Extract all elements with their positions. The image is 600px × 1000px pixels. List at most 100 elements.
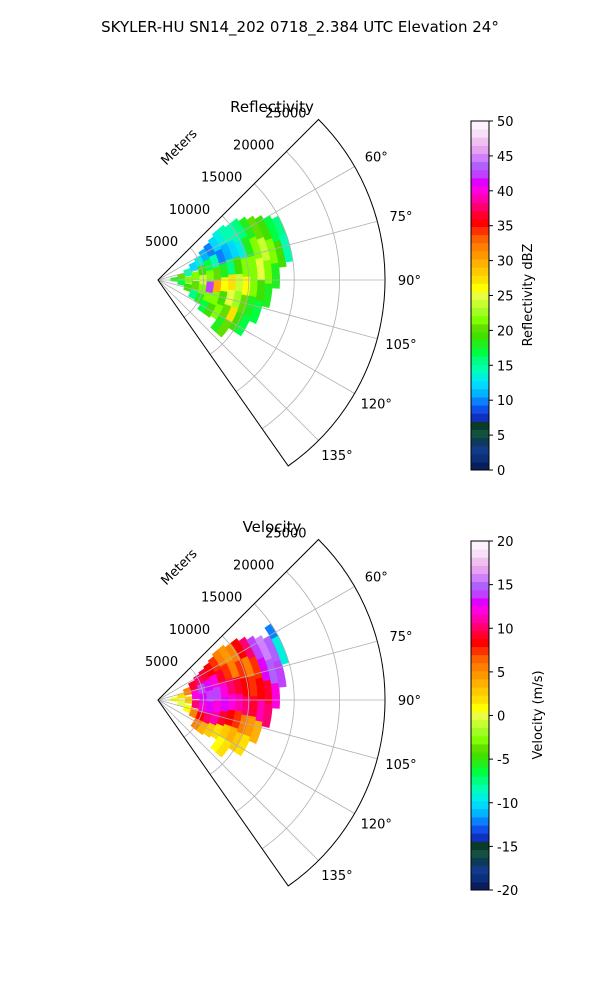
colorbar-swatch <box>471 202 489 211</box>
colorbar-tick-label: 35 <box>497 220 514 235</box>
range-ring <box>261 571 340 850</box>
polar-frame <box>157 118 386 467</box>
azimuth-tick-label: 120° <box>361 818 392 833</box>
colorbar-swatch <box>471 194 489 203</box>
colorbar-swatch <box>471 348 489 357</box>
colorbar-swatch <box>471 752 489 761</box>
radial-tick-label: 25000 <box>265 526 306 541</box>
colorbar-swatch <box>471 429 489 439</box>
colorbar-swatch <box>471 849 489 859</box>
data-cell <box>234 273 244 293</box>
azimuth-tick-label: 105° <box>385 758 416 773</box>
colorbar-swatch <box>471 421 489 430</box>
radial-tick-label: 10000 <box>169 623 210 638</box>
colorbar-swatch <box>471 654 489 664</box>
colorbar-tick-label: -20 <box>497 884 518 899</box>
range-ring <box>209 635 250 775</box>
colorbar-swatch <box>471 857 489 867</box>
colorbar-swatch <box>471 825 489 834</box>
colorbar-swatch <box>471 218 489 228</box>
azimuth-tick-label: 60° <box>365 570 388 585</box>
data-cell <box>191 699 201 710</box>
azimuth-spoke <box>157 699 378 760</box>
colorbar-swatch <box>471 169 489 179</box>
radial-tick-label: 20000 <box>233 559 274 574</box>
colorbar-swatch <box>471 226 489 236</box>
azimuth-spoke <box>157 279 378 340</box>
polar-frame <box>157 538 386 887</box>
colorbar-swatch <box>471 405 489 414</box>
colorbar-swatch <box>471 695 489 704</box>
colorbar-tick-label: 10 <box>497 394 514 409</box>
colorbar-swatch <box>471 670 489 680</box>
colorbar-swatch <box>471 307 489 317</box>
radial-tick-label: 15000 <box>201 591 242 606</box>
colorbar-swatch <box>471 614 489 623</box>
colorbar-swatch <box>471 646 489 656</box>
data-cell <box>227 694 237 712</box>
radial-tick-label: 5000 <box>145 235 178 250</box>
radial-tick-label: 15000 <box>201 171 242 186</box>
colorbar-swatch <box>471 153 489 163</box>
colorbar-swatch <box>471 703 489 712</box>
colorbar-swatch <box>471 445 489 455</box>
colorbar-tick-label: 50 <box>497 115 514 130</box>
azimuth-tick-label: 90° <box>398 274 421 289</box>
data-cell <box>170 696 179 702</box>
reflectivity-panel: Reflectivity 5000 10000 15000 20000 25000 60… <box>145 98 536 479</box>
azimuth-tick-label: 75° <box>389 630 412 645</box>
colorbar-swatch <box>471 816 489 826</box>
colorbar-swatch <box>471 687 489 696</box>
colorbar-swatch <box>471 210 489 219</box>
range-ring <box>183 667 204 738</box>
azimuth-spoke <box>157 699 319 861</box>
azimuth-spoke <box>157 279 355 394</box>
colorbar-tick-label: 45 <box>497 150 514 165</box>
colorbar-tick-label: 25 <box>497 290 514 305</box>
colorbar-tick-label: -10 <box>497 797 518 812</box>
azimuth-tick-label: 90° <box>398 694 421 709</box>
colorbar-tick-label: 5 <box>497 429 505 444</box>
colorbar-swatch <box>471 356 489 365</box>
azimuth-spoke <box>157 279 319 441</box>
colorbar-tick-label: 40 <box>497 185 514 200</box>
range-ring <box>261 151 340 430</box>
colorbar-swatch <box>471 581 489 591</box>
colorbar-swatch <box>471 865 489 875</box>
colorbar-swatch <box>471 299 489 309</box>
colorbar-swatch <box>471 291 489 301</box>
colorbar-swatch <box>471 541 489 550</box>
colorbar-swatch <box>471 332 489 341</box>
range-ring <box>209 215 250 355</box>
colorbar-swatch <box>471 760 489 769</box>
colorbar-swatch <box>471 185 489 195</box>
colorbar-swatch <box>471 129 489 138</box>
colorbar-tick-label: 20 <box>497 324 514 339</box>
colorbar-swatch <box>471 597 489 607</box>
data-cell <box>227 274 237 292</box>
colorbar-swatch <box>471 340 489 349</box>
data-cell <box>170 276 179 282</box>
reflectivity-angle-ticks: 60° 75° 90° 105° 120° 135° <box>321 150 421 464</box>
azimuth-spoke <box>157 586 355 701</box>
data-cell <box>270 682 280 709</box>
reflectivity-colorbar: 0 5 10 15 20 25 30 35 40 45 50 <box>470 115 514 479</box>
colorbar-swatch <box>471 242 489 252</box>
colorbar-swatch <box>471 833 489 842</box>
data-cell <box>191 270 201 281</box>
data-cell <box>234 693 244 713</box>
colorbar-tick-label: 20 <box>497 535 514 550</box>
colorbar-swatch <box>471 727 489 737</box>
colorbar-swatch <box>471 388 489 398</box>
colorbar-swatch <box>471 145 489 154</box>
data-cell <box>191 689 201 700</box>
colorbar-swatch <box>471 121 489 130</box>
colorbar-swatch <box>471 784 489 794</box>
colorbar-swatch <box>471 413 489 422</box>
colorbar-swatch <box>471 792 489 802</box>
colorbar-swatch <box>471 873 489 883</box>
velocity-colorbar-label: Velocity (m/s) <box>531 670 546 759</box>
colorbar-tick-label: -15 <box>497 840 518 855</box>
colorbar-swatch <box>471 881 489 891</box>
